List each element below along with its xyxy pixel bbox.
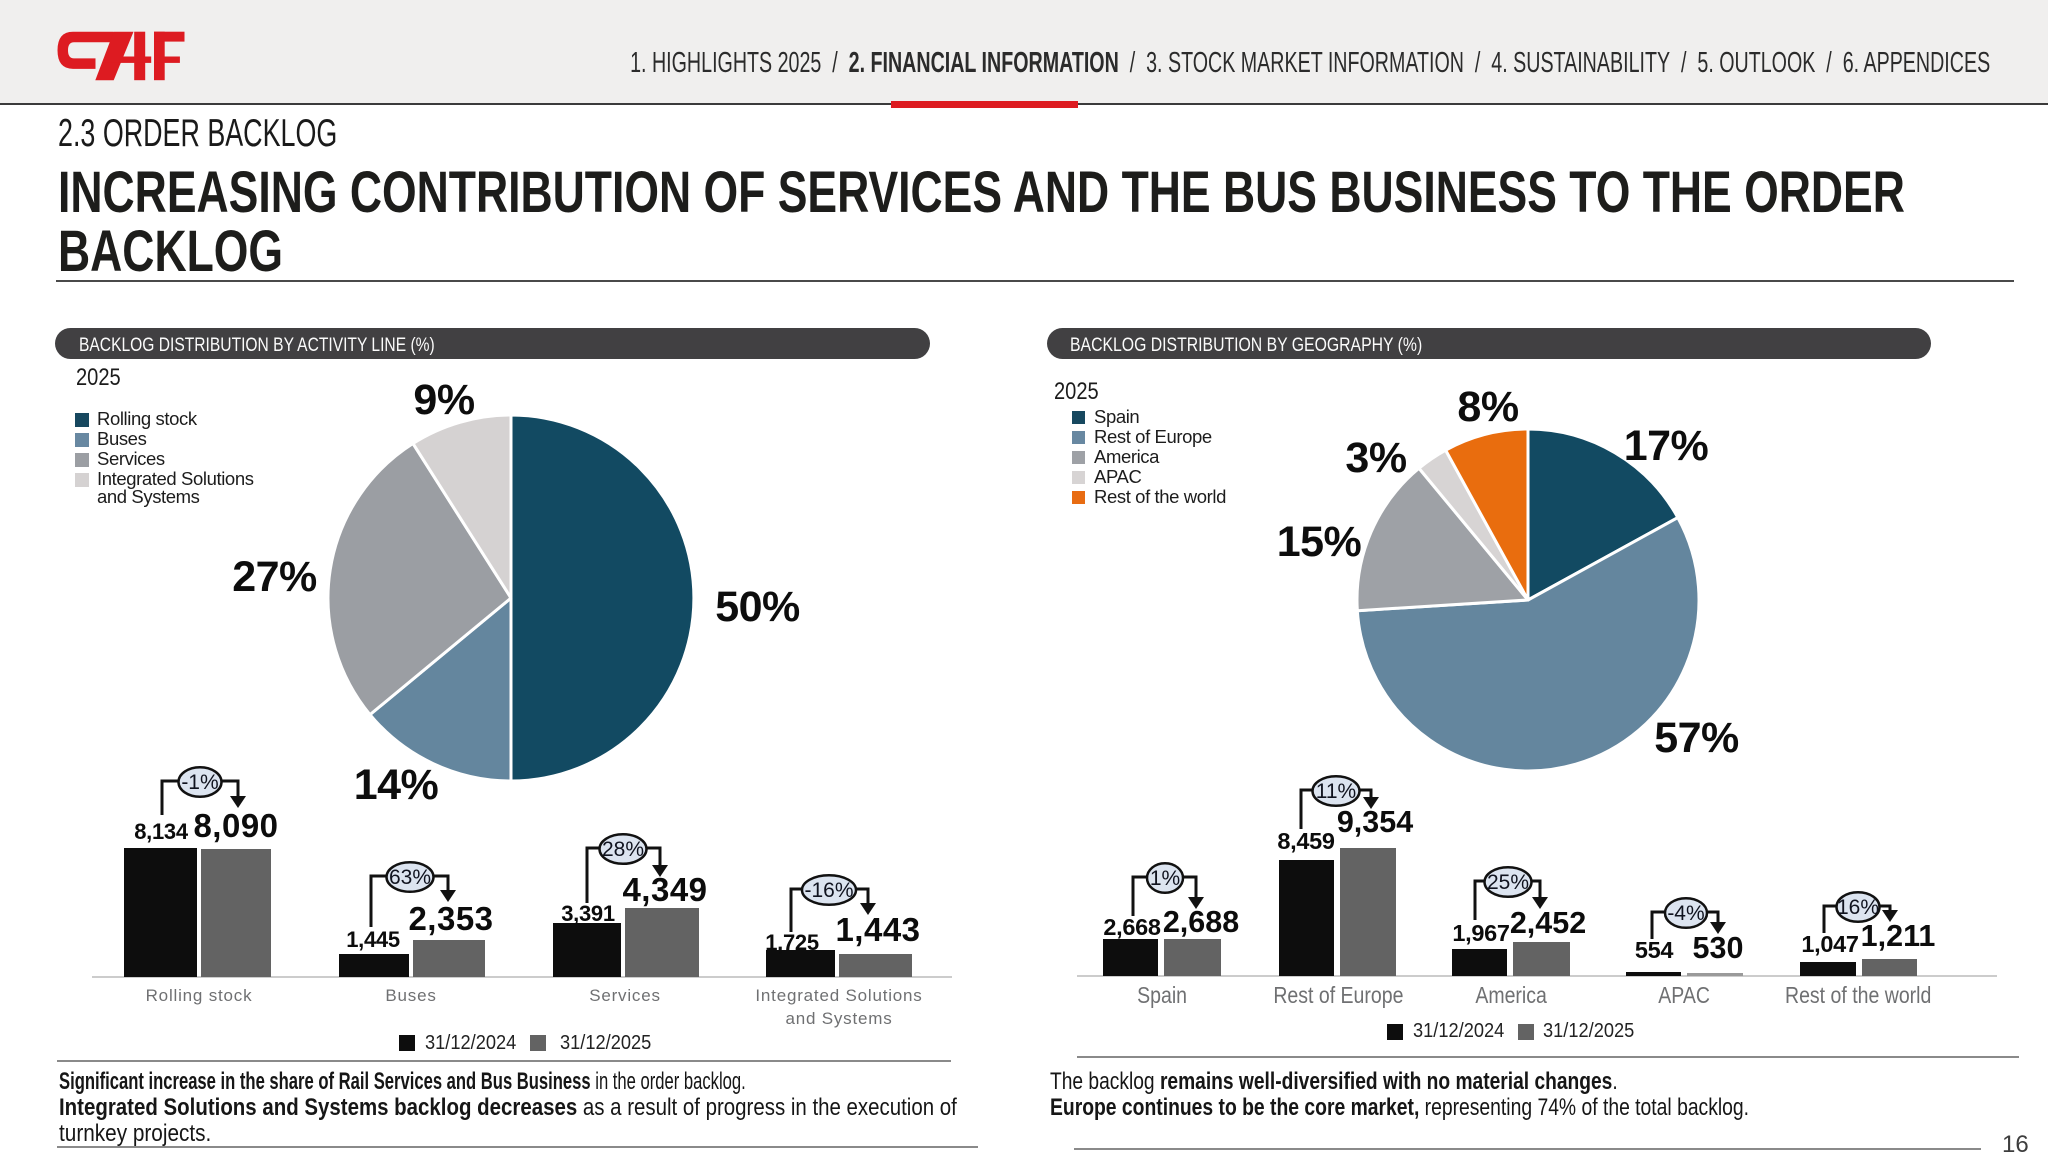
- svg-text:25%: 25%: [1487, 871, 1529, 894]
- svg-text:1%: 1%: [1150, 867, 1180, 890]
- svg-text:63%: 63%: [389, 866, 431, 889]
- svg-text:-4%: -4%: [1667, 902, 1704, 925]
- svg-text:-1%: -1%: [181, 771, 218, 794]
- svg-text:16%: 16%: [1837, 896, 1879, 919]
- svg-text:11%: 11%: [1316, 780, 1356, 803]
- svg-text:-16%: -16%: [804, 879, 853, 902]
- svg-text:28%: 28%: [602, 838, 644, 861]
